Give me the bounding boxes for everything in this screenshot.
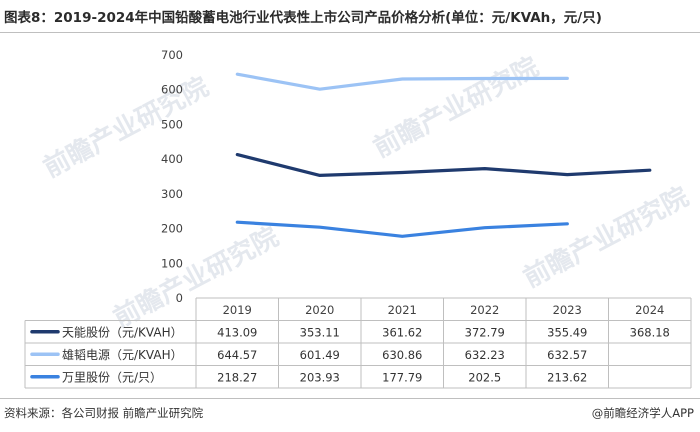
watermark-text: 前瞻产业研究院 [368,51,543,164]
y-tick-label: 500 [161,117,183,131]
chart-title: 图表8：2019-2024年中国铅酸蓄电池行业代表性上市公司产品价格分析(单位：… [4,10,602,26]
data-label: 203.93 [300,370,340,384]
y-tick-label: 700 [161,48,183,62]
data-label: 644.57 [217,348,257,362]
data-label: 202.5 [468,370,501,384]
y-tick-label: 600 [161,83,183,97]
source-note: 资料来源：各公司财报 前瞻产业研究院 [4,406,204,420]
y-tick-label: 300 [161,187,183,201]
data-label: 632.57 [547,348,587,362]
series-line [235,72,569,91]
x-tick-label: 2021 [388,303,417,317]
y-tick-label: 200 [161,222,183,236]
data-label: 355.49 [547,325,587,339]
x-tick-label: 2019 [223,303,252,317]
y-axis: 0 100 200 300 400 500 600 700 [161,48,183,305]
y-tick-label: 0 [176,291,183,305]
data-label: 372.79 [465,325,505,339]
data-label: 361.62 [382,325,422,339]
brand-credit: @前瞻经济学人APP [591,406,694,420]
series-line [235,220,569,238]
data-label: 413.09 [217,325,257,339]
legend-label: 雄韬电源（元/KVAH） [62,347,183,362]
y-tick-label: 400 [161,152,183,166]
data-label: 177.79 [382,370,422,384]
series-line [235,153,652,177]
data-label: 368.18 [630,325,670,339]
data-label: 213.62 [547,370,587,384]
data-label: 353.11 [300,325,340,339]
data-label: 218.27 [217,370,257,384]
x-tick-label: 2020 [305,303,334,317]
data-table: 2019 2020 2021 2022 2023 2024 天能股份（元/KVAH） 413.… [24,297,692,389]
data-label: 632.23 [465,348,505,362]
legend-label: 万里股份（元/只） [62,370,162,384]
data-label: 601.49 [300,348,340,362]
x-tick-label: 2022 [470,303,499,317]
series-lines [235,72,652,238]
y-tick-label: 100 [161,256,183,270]
legend-label: 天能股份（元/KVAH） [62,325,183,339]
footer-divider [0,398,700,399]
watermark-text: 前瞻产业研究院 [38,71,213,184]
x-tick-label: 2024 [635,303,664,317]
title-divider [0,32,700,33]
x-tick-label: 2023 [553,303,582,317]
data-label: 630.86 [382,348,422,362]
watermark-text: 前瞻产业研究院 [518,181,693,294]
